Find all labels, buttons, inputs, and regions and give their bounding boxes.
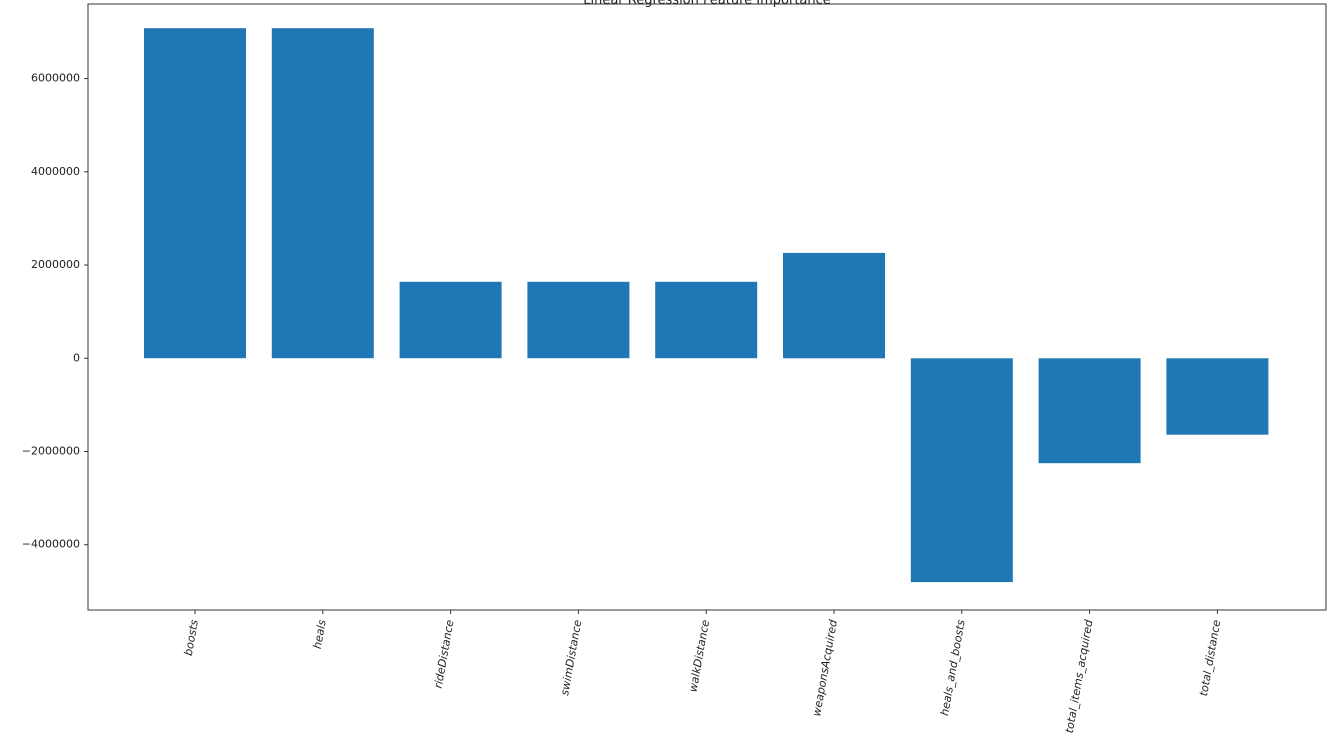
- bars-layer: [144, 28, 1269, 583]
- x-tick-label: heals_and_boosts: [938, 619, 968, 717]
- plot-frame: [87, 3, 1327, 611]
- y-tick-label: 2000000: [31, 258, 80, 271]
- y-tick-label: 4000000: [31, 165, 80, 178]
- bar-weaponsAcquired: [783, 252, 885, 359]
- bar-heals: [271, 28, 374, 359]
- bar-swimDistance: [527, 281, 630, 359]
- y-tick-label: 0: [73, 351, 80, 364]
- y-tick-label: −4000000: [22, 538, 80, 551]
- y-axis-ticks: −4000000 −2000000 0 2000000 4000000 6000000: [22, 72, 88, 551]
- y-tick-label: −2000000: [22, 445, 80, 458]
- bar-rideDistance: [399, 281, 502, 359]
- x-tick-label: walkDistance: [687, 619, 713, 694]
- x-tick-label: boosts: [182, 619, 201, 657]
- bar-boosts: [144, 28, 246, 359]
- x-tick-label: weaponsAcquired: [810, 618, 840, 718]
- x-tick-label: swimDistance: [558, 619, 584, 697]
- y-tick-label: 6000000: [31, 72, 80, 85]
- x-tick-label: total_items_acquired: [1063, 618, 1096, 734]
- bar-heals_and_boosts: [910, 358, 1013, 583]
- bar-total_items_acquired: [1038, 358, 1141, 464]
- bar-total_distance: [1166, 358, 1269, 435]
- x-tick-label: total_distance: [1197, 619, 1223, 698]
- x-tick-label: rideDistance: [432, 619, 457, 690]
- bar-walkDistance: [655, 281, 758, 359]
- x-tick-label: heals: [311, 619, 329, 650]
- x-axis-ticks: boosts heals rideDistance swimDistance walkD…: [182, 610, 1223, 734]
